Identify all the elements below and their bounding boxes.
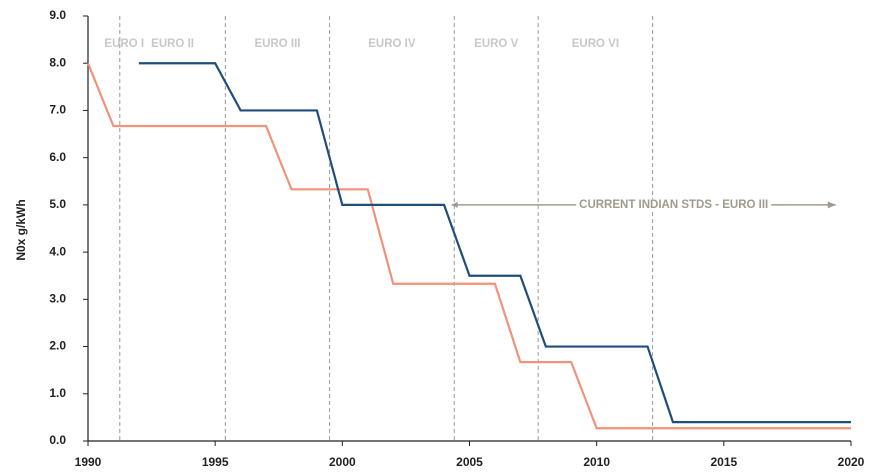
y-tick-label: 8.0 xyxy=(49,55,66,69)
y-tick-label: 1.0 xyxy=(49,386,66,400)
x-tick-label: 2020 xyxy=(838,455,865,469)
stage-label: EURO I xyxy=(104,38,144,50)
x-tick-label: 2005 xyxy=(456,455,483,469)
y-tick-label: 2.0 xyxy=(49,339,66,353)
stage-label: EURO VI xyxy=(572,38,619,50)
x-tick-label: 2000 xyxy=(329,455,356,469)
y-tick-label: 6.0 xyxy=(49,150,66,164)
x-tick-label: 1990 xyxy=(75,455,102,469)
arrow-head xyxy=(827,201,836,209)
annotation-text: CURRENT INDIAN STDS - EURO III xyxy=(579,199,768,211)
x-tick-label: 1995 xyxy=(202,455,229,469)
y-tick-label: 7.0 xyxy=(49,103,66,117)
stage-label: EURO II xyxy=(151,38,194,50)
line-series xyxy=(138,62,851,424)
y-tick-label: 9.0 xyxy=(49,8,66,22)
y-tick-label: 5.0 xyxy=(49,197,66,211)
stage-label: EURO V xyxy=(474,38,518,50)
stage-label: EURO III xyxy=(254,38,300,50)
stage-label: EURO IV xyxy=(368,38,416,50)
line-series xyxy=(86,62,851,430)
y-axis-label: N0x g/kWh xyxy=(14,199,28,260)
y-tick-label: 3.0 xyxy=(49,292,66,306)
x-tick-label: 2015 xyxy=(710,455,737,469)
annotation-bg xyxy=(576,198,772,211)
y-tick-label: 0.0 xyxy=(49,433,66,447)
arrow-head xyxy=(451,201,458,208)
x-tick-label: 2010 xyxy=(583,455,610,469)
y-tick-label: 4.0 xyxy=(49,244,66,258)
